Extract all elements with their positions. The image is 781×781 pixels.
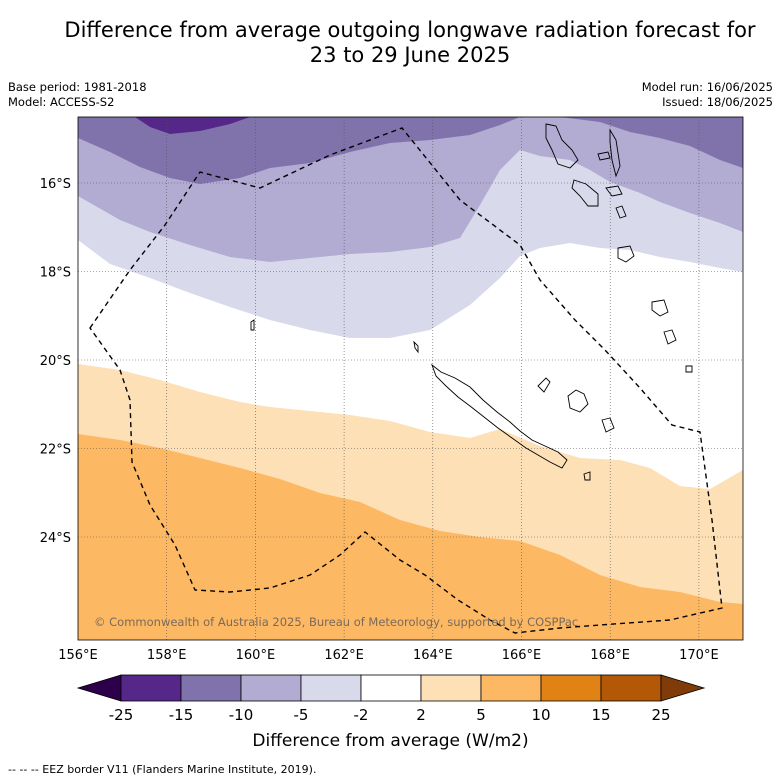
loyalty-island-1 [537, 377, 551, 393]
lat-label: 24°S [40, 531, 71, 546]
colorbar-tick: -2 [353, 706, 369, 724]
reef-islet-1 [250, 319, 255, 331]
colorbar-segment [540, 674, 602, 702]
base-period: Base period: 1981-2018 [8, 80, 147, 94]
colorbar-tick: -10 [228, 706, 254, 724]
lon-label: 162°E [324, 648, 364, 663]
colorbar-title: Difference from average (W/m2) [252, 731, 529, 751]
colorbar-segment [120, 674, 182, 702]
lat-label: 20°S [40, 354, 71, 369]
colorbar-tick: 5 [476, 706, 486, 724]
colorbar-tick: -5 [293, 706, 309, 724]
colorbar-tick: 2 [416, 706, 426, 724]
lon-label: 170°E [679, 648, 719, 663]
colorbar-segment [480, 674, 542, 702]
vanuatu-epi [615, 205, 627, 219]
lon-label: 168°E [590, 648, 630, 663]
vanuatu-espiritu-santo [545, 123, 579, 169]
band-5-to-10 [78, 434, 743, 640]
colorbar-segment [76, 674, 122, 702]
lon-labels: 156°E 158°E 160°E 162°E 164°E 166°E 168°… [58, 648, 718, 663]
model-run: Model run: 16/06/2025 [641, 80, 773, 94]
issued-date: Issued: 18/06/2025 [662, 95, 773, 109]
coastlines [250, 123, 693, 481]
vanuatu-ambrym [605, 185, 623, 197]
isle-of-pines [583, 471, 591, 481]
vanuatu-erromango [651, 299, 669, 317]
lat-labels: 16°S 18°S 20°S 22°S 24°S [40, 177, 71, 546]
colorbar-segment [360, 674, 422, 702]
vanuatu-malakula [571, 179, 599, 207]
title-line-2: 23 to 29 June 2025 [309, 43, 511, 67]
vanuatu-ambae [597, 151, 611, 161]
vanuatu-tanna [663, 329, 677, 345]
colorbar-tick: -25 [108, 706, 134, 724]
loyalty-island-2 [567, 389, 589, 413]
band-minus25-to-minus15 [135, 117, 250, 134]
loyalty-island-3 [601, 417, 615, 433]
title-line-1: Difference from average outgoing longwav… [64, 18, 756, 42]
colorbar [76, 674, 706, 702]
meta-right: Model run: 16/06/2025 Issued: 18/06/2025 [642, 80, 773, 110]
lon-label: 158°E [147, 648, 187, 663]
vanuatu-aneityum [685, 365, 693, 373]
colorbar-segment [660, 674, 706, 702]
copyright-notice: © Commonwealth of Australia 2025, Bureau… [94, 615, 578, 629]
lon-label: 156°E [58, 648, 98, 663]
vanuatu-efate [617, 245, 635, 263]
eez-border [89, 127, 723, 634]
colorbar-tick: 10 [531, 706, 551, 724]
vanuatu-pentecost [609, 128, 621, 178]
colorbar-segment [600, 674, 662, 702]
colorbar-segment [180, 674, 242, 702]
colorbar-tick: -15 [168, 706, 194, 724]
lon-label: 160°E [236, 648, 276, 663]
colorbar-tick: 25 [651, 706, 671, 724]
colorbar-segment [300, 674, 362, 702]
colorbar-tick: 15 [591, 706, 611, 724]
meta-left: Base period: 1981-2018 Model: ACCESS-S2 [8, 80, 147, 110]
lon-label: 166°E [502, 648, 542, 663]
colorbar-segment [240, 674, 302, 702]
colorbar-segment [420, 674, 482, 702]
belep-islands [413, 340, 419, 354]
eez-footnote: -- -- -- EEZ border V11 (Flanders Marine… [8, 763, 317, 776]
lat-label: 18°S [40, 266, 71, 281]
gridlines [78, 117, 743, 640]
lon-label: 164°E [413, 648, 453, 663]
map-title: Difference from average outgoing longwav… [0, 18, 781, 68]
model-name: Model: ACCESS-S2 [8, 95, 115, 109]
map-frame [77, 116, 744, 641]
new-caledonia-island [431, 363, 568, 469]
map-panel: © Commonwealth of Australia 2025, Bureau… [78, 117, 743, 640]
lat-label: 16°S [40, 177, 71, 192]
band-minus15-to-minus10 [78, 117, 743, 184]
lat-label: 22°S [40, 443, 71, 458]
